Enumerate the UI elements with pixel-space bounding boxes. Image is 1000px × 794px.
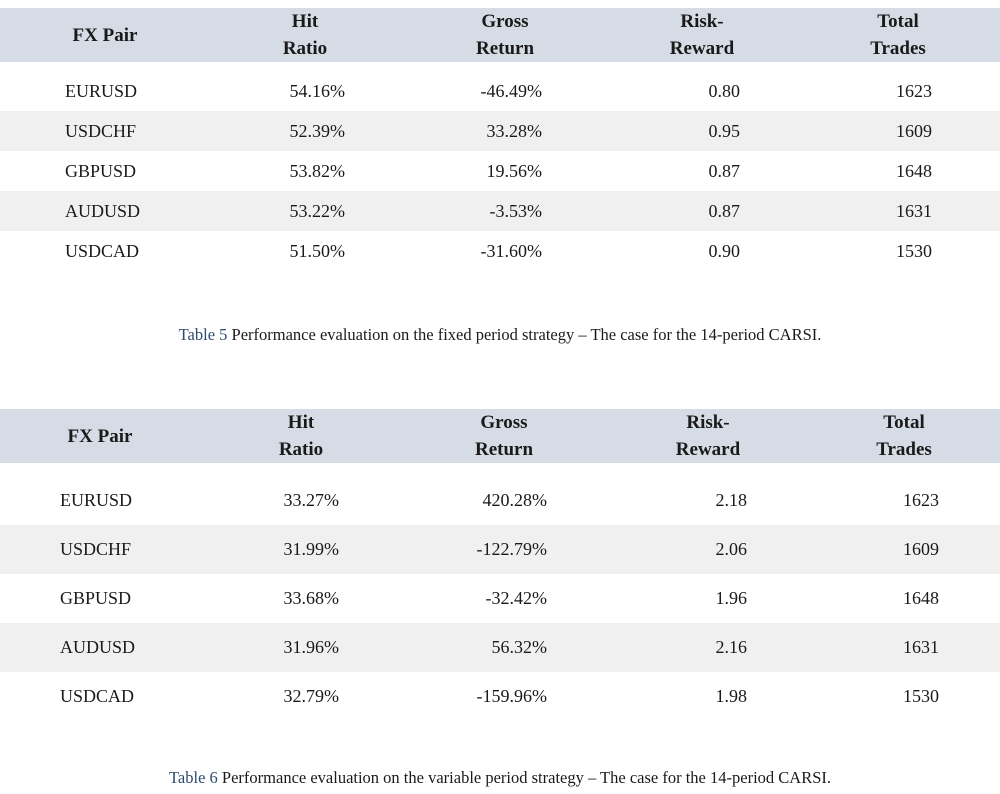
caption-text: Performance evaluation on the fixed peri… [227,325,822,344]
table-6-caption: Table 6 Performance evaluation on the va… [0,768,1000,788]
cell-risk-reward: 2.06 [715,539,748,559]
cell-hit-ratio: 33.27% [283,490,340,510]
header-label: Reward [669,38,735,59]
cell-gross-return: -31.60% [480,240,543,261]
header-label: Risk- [680,11,724,32]
cell-risk-reward: 2.18 [715,490,748,510]
table-row: EURUSD 54.16% -46.49% 0.80 1623 [0,71,1000,111]
header-label: Hit [291,11,319,32]
table-row: USDCAD 51.50% -31.60% 0.90 1530 [0,231,1000,271]
header-label: FX Pair [72,24,138,46]
cell-gross-return: 56.32% [491,637,548,657]
header-hit-ratio: Hit Ratio [250,8,360,62]
cell-total-trades: 1530 [896,240,932,261]
cell-total-trades: 1648 [903,588,939,608]
header-risk-reward: Risk- Reward [653,409,763,463]
header-label: Reward [675,439,741,460]
header-label: Total [883,412,925,433]
caption-label: Table 6 [169,768,218,787]
cell-gross-return: 420.28% [482,490,548,510]
table-row: USDCHF 52.39% 33.28% 0.95 1609 [0,111,1000,151]
cell-pair: EURUSD [65,80,138,101]
cell-hit-ratio: 33.68% [283,588,340,608]
cell-total-trades: 1648 [896,160,932,181]
cell-total-trades: 1623 [896,80,932,101]
header-label: Return [474,439,534,460]
table-row: GBPUSD 33.68% -32.42% 1.96 1648 [0,574,1000,623]
table-row: AUDUSD 31.96% 56.32% 2.16 1631 [0,623,1000,672]
header-label: Risk- [686,412,730,433]
table-row: USDCAD 32.79% -159.96% 1.98 1530 [0,672,1000,721]
cell-risk-reward: 1.98 [715,686,748,706]
header-label: Trades [876,439,932,460]
cell-pair: USDCAD [60,686,135,706]
header-label: Return [475,38,535,59]
header-fx-pair: FX Pair [50,8,160,62]
header-risk-reward: Risk- Reward [647,8,757,62]
cell-pair: USDCAD [65,240,140,261]
cell-pair: EURUSD [60,490,133,510]
cell-hit-ratio: 52.39% [289,120,346,141]
cell-risk-reward: 2.16 [715,637,748,657]
table-row: EURUSD 33.27% 420.28% 2.18 1623 [0,476,1000,525]
cell-hit-ratio: 31.96% [283,637,340,657]
table-5-caption: Table 5 Performance evaluation on the fi… [0,325,1000,345]
table-5: FX Pair Hit Ratio Gross Return Risk- Rew… [0,8,1000,271]
header-label: Gross [480,412,528,433]
header-label: Ratio [282,38,328,59]
header-gross-return: Gross Return [450,8,560,62]
table-row: USDCHF 31.99% -122.79% 2.06 1609 [0,525,1000,574]
cell-gross-return: -159.96% [476,686,548,706]
cell-hit-ratio: 51.50% [289,240,346,261]
cell-risk-reward: 0.80 [708,80,741,101]
cell-hit-ratio: 32.79% [283,686,340,706]
header-total-trades: Total Trades [843,8,953,62]
cell-risk-reward: 1.96 [715,588,748,608]
caption-text: Performance evaluation on the variable p… [217,768,831,787]
cell-risk-reward: 0.87 [708,160,741,181]
cell-total-trades: 1530 [903,686,939,706]
header-label: Ratio [278,439,324,460]
cell-gross-return: -3.53% [489,200,543,221]
header-total-trades: Total Trades [849,409,959,463]
cell-pair: USDCHF [60,539,132,559]
cell-total-trades: 1609 [903,539,939,559]
header-fx-pair: FX Pair [45,409,155,463]
cell-hit-ratio: 54.16% [289,80,346,101]
header-label: Total [877,11,919,32]
header-label: Hit [287,412,315,433]
cell-hit-ratio: 53.22% [289,200,346,221]
header-label: Gross [481,11,529,32]
cell-total-trades: 1609 [896,120,932,141]
cell-risk-reward: 0.90 [708,240,741,261]
cell-pair: USDCHF [65,120,137,141]
cell-gross-return: -122.79% [476,539,548,559]
header-label: Trades [870,38,926,59]
table-header: FX Pair Hit Ratio Gross Return Risk- Rew… [0,409,1000,463]
header-label: FX Pair [67,425,133,447]
cell-pair: AUDUSD [65,200,141,221]
cell-risk-reward: 0.95 [708,120,741,141]
cell-pair: GBPUSD [65,160,137,181]
cell-total-trades: 1631 [896,200,932,221]
cell-hit-ratio: 31.99% [283,539,340,559]
cell-risk-reward: 0.87 [708,200,741,221]
cell-gross-return: -32.42% [485,588,548,608]
table-6: FX Pair Hit Ratio Gross Return Risk- Rew… [0,409,1000,721]
cell-hit-ratio: 53.82% [289,160,346,181]
cell-total-trades: 1631 [903,637,939,657]
header-hit-ratio: Hit Ratio [246,409,356,463]
cell-pair: GBPUSD [60,588,132,608]
cell-total-trades: 1623 [903,490,939,510]
cell-gross-return: 33.28% [486,120,543,141]
cell-pair: AUDUSD [60,637,136,657]
header-gross-return: Gross Return [449,409,559,463]
table-row: AUDUSD 53.22% -3.53% 0.87 1631 [0,191,1000,231]
table-row: GBPUSD 53.82% 19.56% 0.87 1648 [0,151,1000,191]
cell-gross-return: -46.49% [480,80,543,101]
cell-gross-return: 19.56% [486,160,543,181]
table-header: FX Pair Hit Ratio Gross Return Risk- Rew… [0,8,1000,62]
caption-label: Table 5 [178,325,228,344]
